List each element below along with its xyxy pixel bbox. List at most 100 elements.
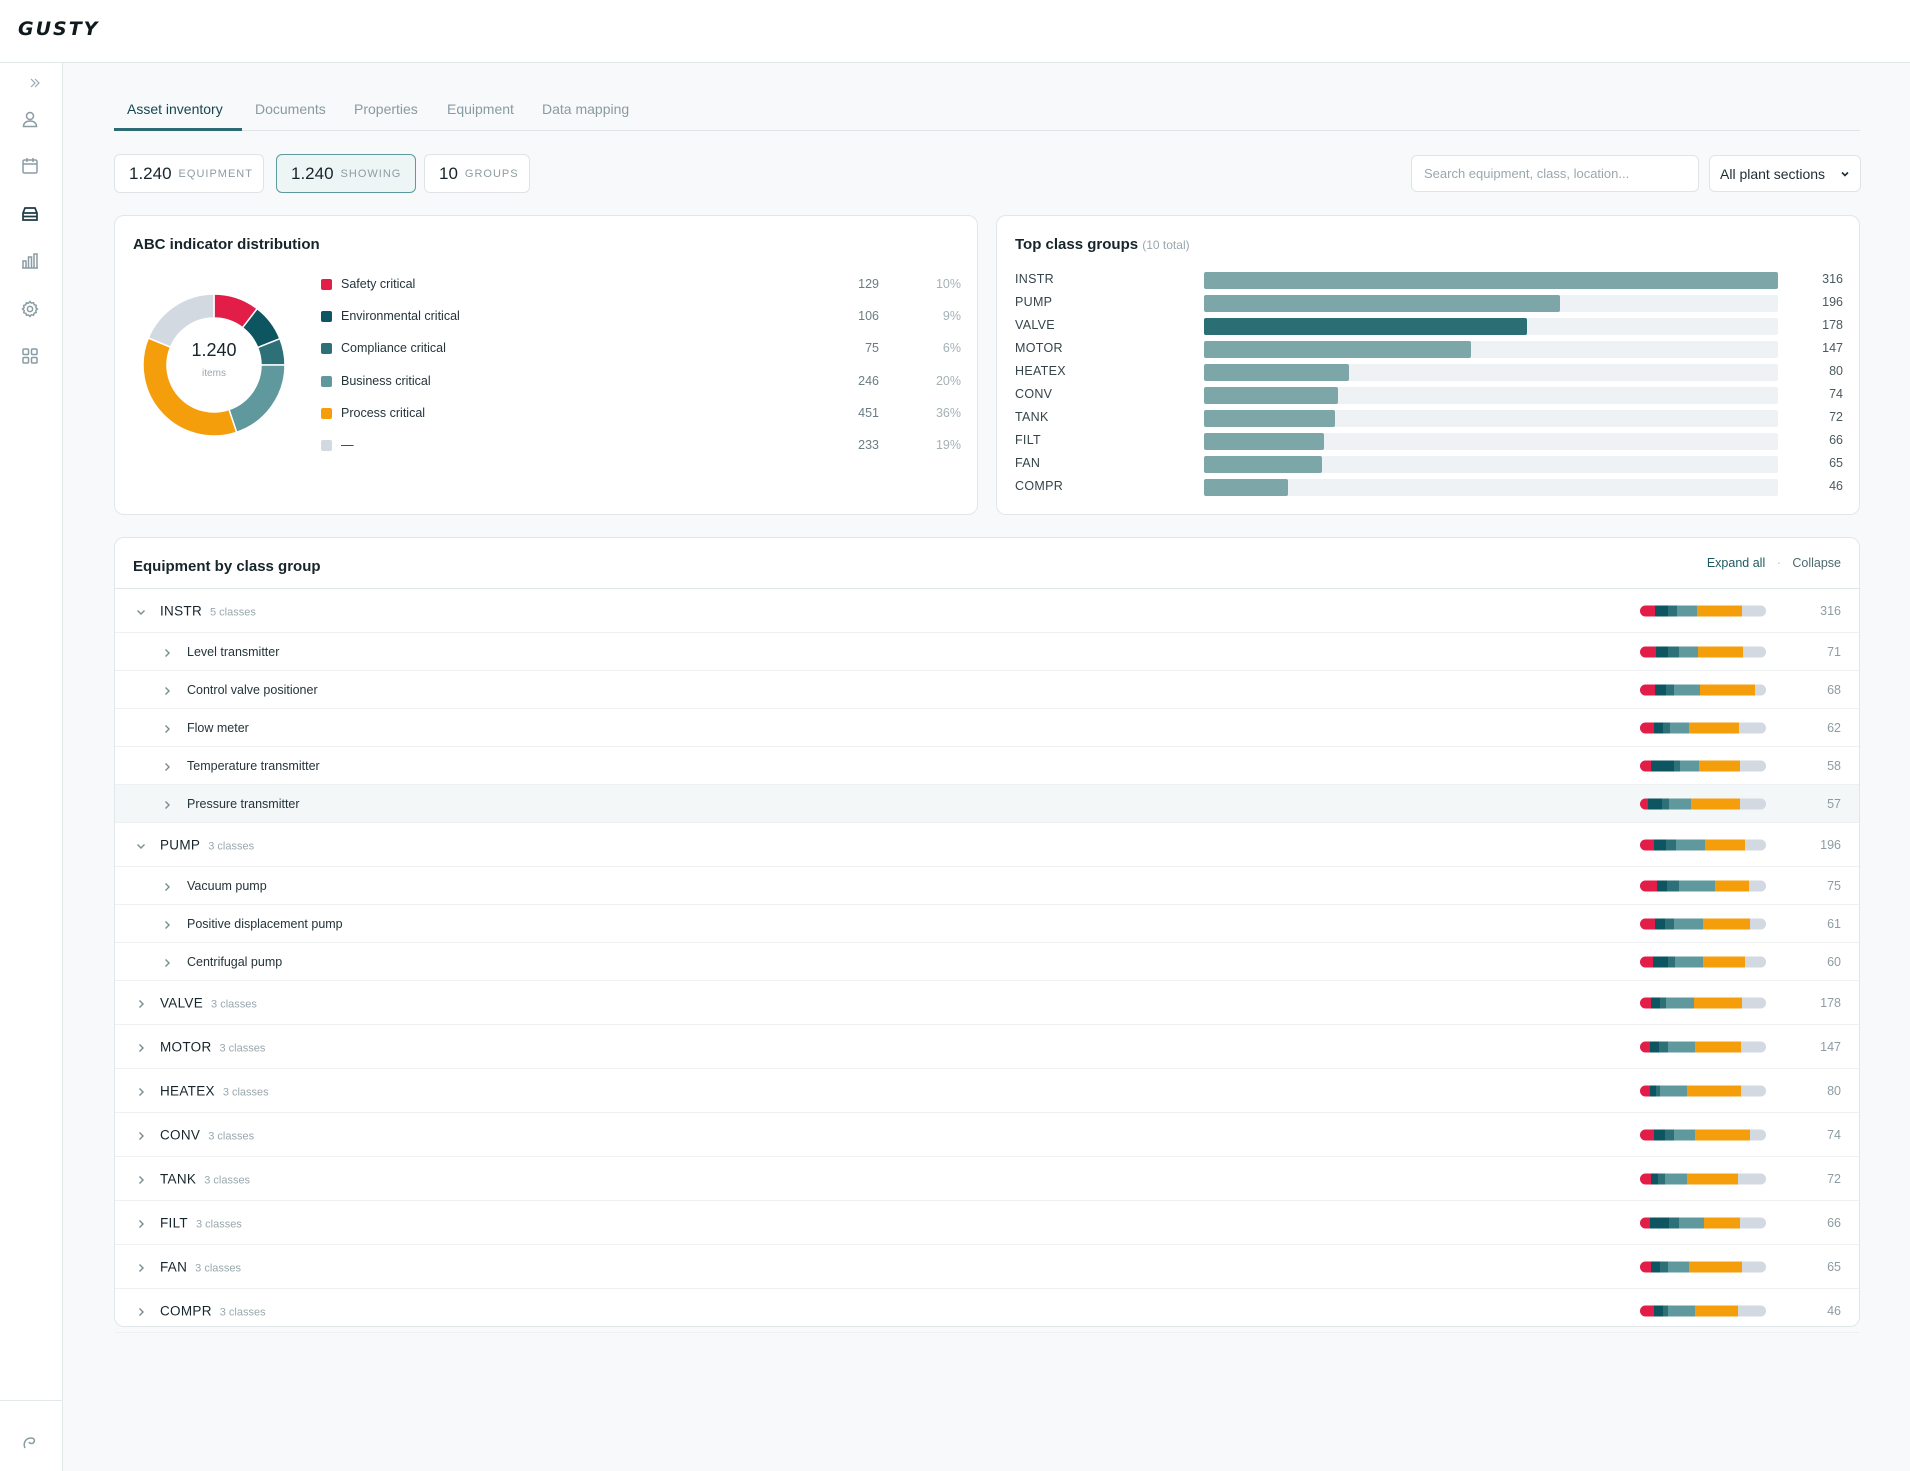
group-row[interactable]: FILT 3 classes 66	[115, 1201, 1859, 1245]
chevron-right-icon[interactable]	[161, 722, 173, 734]
inventory-icon[interactable]	[18, 202, 42, 226]
legend-item[interactable]: — 233 19%	[321, 436, 961, 456]
tab-properties[interactable]: Properties	[354, 101, 418, 117]
donut-slice[interactable]	[147, 293, 215, 349]
chevron-right-icon[interactable]	[161, 646, 173, 658]
abc-segment	[1755, 684, 1766, 695]
legend-item[interactable]: Compliance critical 75 6%	[321, 339, 961, 359]
bar-track	[1204, 387, 1778, 404]
group-row[interactable]: COMPR 3 classes 46	[115, 1289, 1859, 1333]
bar-row[interactable]: PUMP 196	[1015, 293, 1843, 313]
expand-all-button[interactable]: Expand all	[1706, 556, 1766, 570]
chevron-right-icon[interactable]	[161, 918, 173, 930]
legend-count: 129	[858, 277, 879, 291]
bar-row[interactable]: VALVE 178	[1015, 316, 1843, 336]
brand-mark-icon[interactable]	[18, 1430, 42, 1454]
chevron-right-icon[interactable]	[161, 798, 173, 810]
group-row[interactable]: VALVE 3 classes 178	[115, 981, 1859, 1025]
chevron-right-icon[interactable]	[161, 880, 173, 892]
chevron-right-icon[interactable]	[135, 1129, 147, 1141]
abc-segment	[1665, 684, 1674, 695]
tab-equipment[interactable]: Equipment	[447, 101, 514, 117]
chevron-down-icon[interactable]	[135, 605, 147, 617]
donut-center-label: items	[202, 368, 226, 379]
chevron-right-icon[interactable]	[135, 1173, 147, 1185]
chevron-right-icon[interactable]	[135, 1305, 147, 1317]
group-label: TANK	[160, 1171, 197, 1186]
class-row[interactable]: Vacuum pump 75	[115, 867, 1859, 905]
chevron-right-icon[interactable]	[161, 684, 173, 696]
class-row[interactable]: Control valve positioner 68	[115, 671, 1859, 709]
group-row[interactable]: MOTOR 3 classes 147	[115, 1025, 1859, 1069]
group-row[interactable]: FAN 3 classes 65	[115, 1245, 1859, 1289]
bar-row[interactable]: CONV 74	[1015, 385, 1843, 405]
abc-segment	[1652, 956, 1668, 967]
bar-row[interactable]: COMPR 46	[1015, 477, 1843, 497]
group-row[interactable]: PUMP 3 classes 196	[115, 823, 1859, 867]
bar-row[interactable]: FAN 65	[1015, 454, 1843, 474]
legend-item[interactable]: Safety critical 129 10%	[321, 275, 961, 295]
chip-label: Groups	[464, 167, 519, 180]
class-row[interactable]: Positive displacement pump 61	[115, 905, 1859, 943]
equipment-count-chip[interactable]: 1.240 Equipment	[114, 154, 264, 193]
chevron-right-icon[interactable]	[135, 1217, 147, 1229]
bar-row[interactable]: TANK 72	[1015, 408, 1843, 428]
chevron-right-icon[interactable]	[161, 760, 173, 772]
group-row[interactable]: HEATEX 3 classes 80	[115, 1069, 1859, 1113]
abc-segment	[1738, 1173, 1766, 1184]
chevron-right-icon[interactable]	[135, 997, 147, 1009]
abc-stacked-bar	[1640, 956, 1766, 967]
abc-segment	[1666, 880, 1680, 891]
group-label: COMPR	[160, 1303, 212, 1318]
abc-segment	[1740, 1041, 1766, 1052]
bar-chart-icon[interactable]	[18, 249, 42, 273]
abc-donut-chart	[142, 293, 286, 437]
chevron-right-icon[interactable]	[135, 1261, 147, 1273]
group-row[interactable]: TANK 3 classes 72	[115, 1157, 1859, 1201]
tab-data-mapping[interactable]: Data mapping	[542, 101, 630, 117]
plant-section-select[interactable]: All plant sections	[1709, 155, 1861, 192]
legend-item[interactable]: Environmental critical 106 9%	[321, 307, 961, 327]
bar-row[interactable]: MOTOR 147	[1015, 339, 1843, 359]
legend-item[interactable]: Business critical 246 20%	[321, 372, 961, 392]
calendar-icon[interactable]	[18, 154, 42, 178]
gear-icon[interactable]	[18, 297, 42, 321]
bar-row[interactable]: INSTR 316	[1015, 270, 1843, 290]
chevron-right-icon[interactable]	[135, 1041, 147, 1053]
chevron-right-icon[interactable]	[135, 1085, 147, 1097]
class-row[interactable]: Pressure transmitter 57	[115, 785, 1859, 823]
plant-section-value: All plant sections	[1720, 165, 1826, 182]
abc-segment	[1686, 1173, 1739, 1184]
grid-icon[interactable]	[18, 344, 42, 368]
abc-segment	[1749, 880, 1766, 891]
bar-row[interactable]: HEATEX 80	[1015, 362, 1843, 382]
legend-item[interactable]: Process critical 451 36%	[321, 404, 961, 424]
tab-documents[interactable]: Documents	[255, 101, 326, 117]
group-row[interactable]: INSTR 5 classes 316	[115, 589, 1859, 633]
collapse-button[interactable]: Collapse	[1792, 556, 1841, 570]
row-count: 46	[1827, 1303, 1841, 1318]
abc-segment	[1651, 1173, 1658, 1184]
search-input[interactable]	[1411, 155, 1699, 192]
class-row[interactable]: Temperature transmitter 58	[115, 747, 1859, 785]
class-row[interactable]: Flow meter 62	[115, 709, 1859, 747]
tab-asset-inventory[interactable]: Asset inventory	[127, 101, 223, 117]
user-icon[interactable]	[18, 107, 42, 131]
class-name: Positive displacement pump	[187, 916, 343, 931]
showing-count-chip[interactable]: 1.240 Showing	[276, 154, 416, 193]
class-row[interactable]: Level transmitter 71	[115, 633, 1859, 671]
donut-slice[interactable]	[142, 337, 238, 437]
group-row[interactable]: CONV 3 classes 74	[115, 1113, 1859, 1157]
bar-row[interactable]: FILT 66	[1015, 431, 1843, 451]
class-row[interactable]: Centrifugal pump 60	[115, 943, 1859, 981]
abc-segment	[1674, 918, 1703, 929]
abc-segment	[1679, 1217, 1705, 1228]
chevron-down-icon[interactable]	[135, 839, 147, 851]
abc-segment	[1657, 1173, 1666, 1184]
abc-stacked-bar	[1640, 997, 1766, 1008]
chevron-right-icon[interactable]	[161, 956, 173, 968]
tab-bar: Asset inventory Documents Properties Equ…	[114, 93, 1860, 131]
expand-sidebar-icon[interactable]	[28, 71, 42, 95]
class-count: 5 classes	[210, 606, 256, 618]
groups-count-chip[interactable]: 10 Groups	[424, 154, 530, 193]
